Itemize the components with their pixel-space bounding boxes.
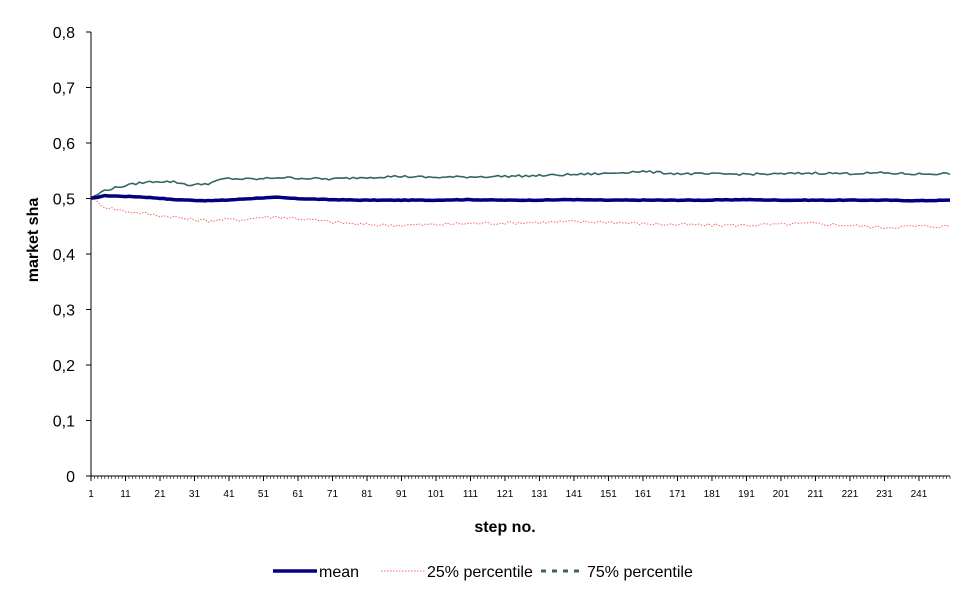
y-tick-label: 0,3 xyxy=(53,303,75,320)
y-tick-label: 0,1 xyxy=(53,414,75,431)
x-tick-label: 201 xyxy=(773,489,790,500)
x-tick-label: 141 xyxy=(566,489,583,500)
y-tick-label: 0,5 xyxy=(53,192,75,209)
x-tick-label: 1 xyxy=(88,489,94,500)
series-line-1 xyxy=(90,198,951,229)
x-axis-title: step no. xyxy=(474,519,535,536)
x-tick-label: 231 xyxy=(876,489,893,500)
x-tick-label: 181 xyxy=(704,489,721,500)
y-tick-label: 0 xyxy=(66,469,75,486)
x-tick-label: 61 xyxy=(292,489,304,500)
legend-label-1: 25% percentile xyxy=(427,564,533,581)
y-axis-ticks: 0 0,1 0,2 0,3 0,4 0,5 0,6 0,7 0,8 xyxy=(53,25,91,486)
x-tick-label: 151 xyxy=(600,489,617,500)
x-tick-label: 241 xyxy=(911,489,928,500)
x-tick-label: 121 xyxy=(497,489,514,500)
x-tick-label: 91 xyxy=(396,489,408,500)
x-tick-label: 101 xyxy=(428,489,445,500)
x-tick-label: 221 xyxy=(842,489,859,500)
x-tick-label: 171 xyxy=(669,489,686,500)
y-tick-label: 0,7 xyxy=(53,81,75,98)
x-axis-ticks: 1 11 21 31 41 51 61 71 81 91 101 111 121 131 141 151 161… xyxy=(88,476,951,500)
y-tick-label: 0,8 xyxy=(53,25,75,42)
x-tick-label: 111 xyxy=(463,489,479,500)
series-layer xyxy=(90,170,951,229)
x-tick-label: 11 xyxy=(120,489,131,500)
y-axis-title: market sha xyxy=(25,198,42,283)
series-line-0 xyxy=(90,193,951,203)
x-tick-label: 31 xyxy=(189,489,201,500)
x-tick-label: 131 xyxy=(531,489,548,500)
x-tick-label: 161 xyxy=(635,489,652,500)
x-tick-label: 51 xyxy=(258,489,270,500)
x-tick-label: 71 xyxy=(327,489,339,500)
series-line-2 xyxy=(90,170,951,200)
y-tick-label: 0,2 xyxy=(53,358,75,375)
legend: mean 25% percentile 75% percentile xyxy=(273,564,693,581)
plot-area: 00,10,20,30,40,50,60,70,8 1 11 21 31 41 51 61 7… xyxy=(53,25,951,500)
x-tick-label: 21 xyxy=(154,489,166,500)
x-tick-label: 41 xyxy=(223,489,235,500)
x-tick-label: 191 xyxy=(738,489,755,500)
legend-label-2: 75% percentile xyxy=(587,564,693,581)
x-tick-label: 81 xyxy=(361,489,373,500)
y-tick-label: 0,4 xyxy=(53,247,75,264)
legend-label-0: mean xyxy=(319,564,359,581)
x-tick-label: 211 xyxy=(807,489,823,500)
y-tick-label: 0,6 xyxy=(53,136,75,153)
